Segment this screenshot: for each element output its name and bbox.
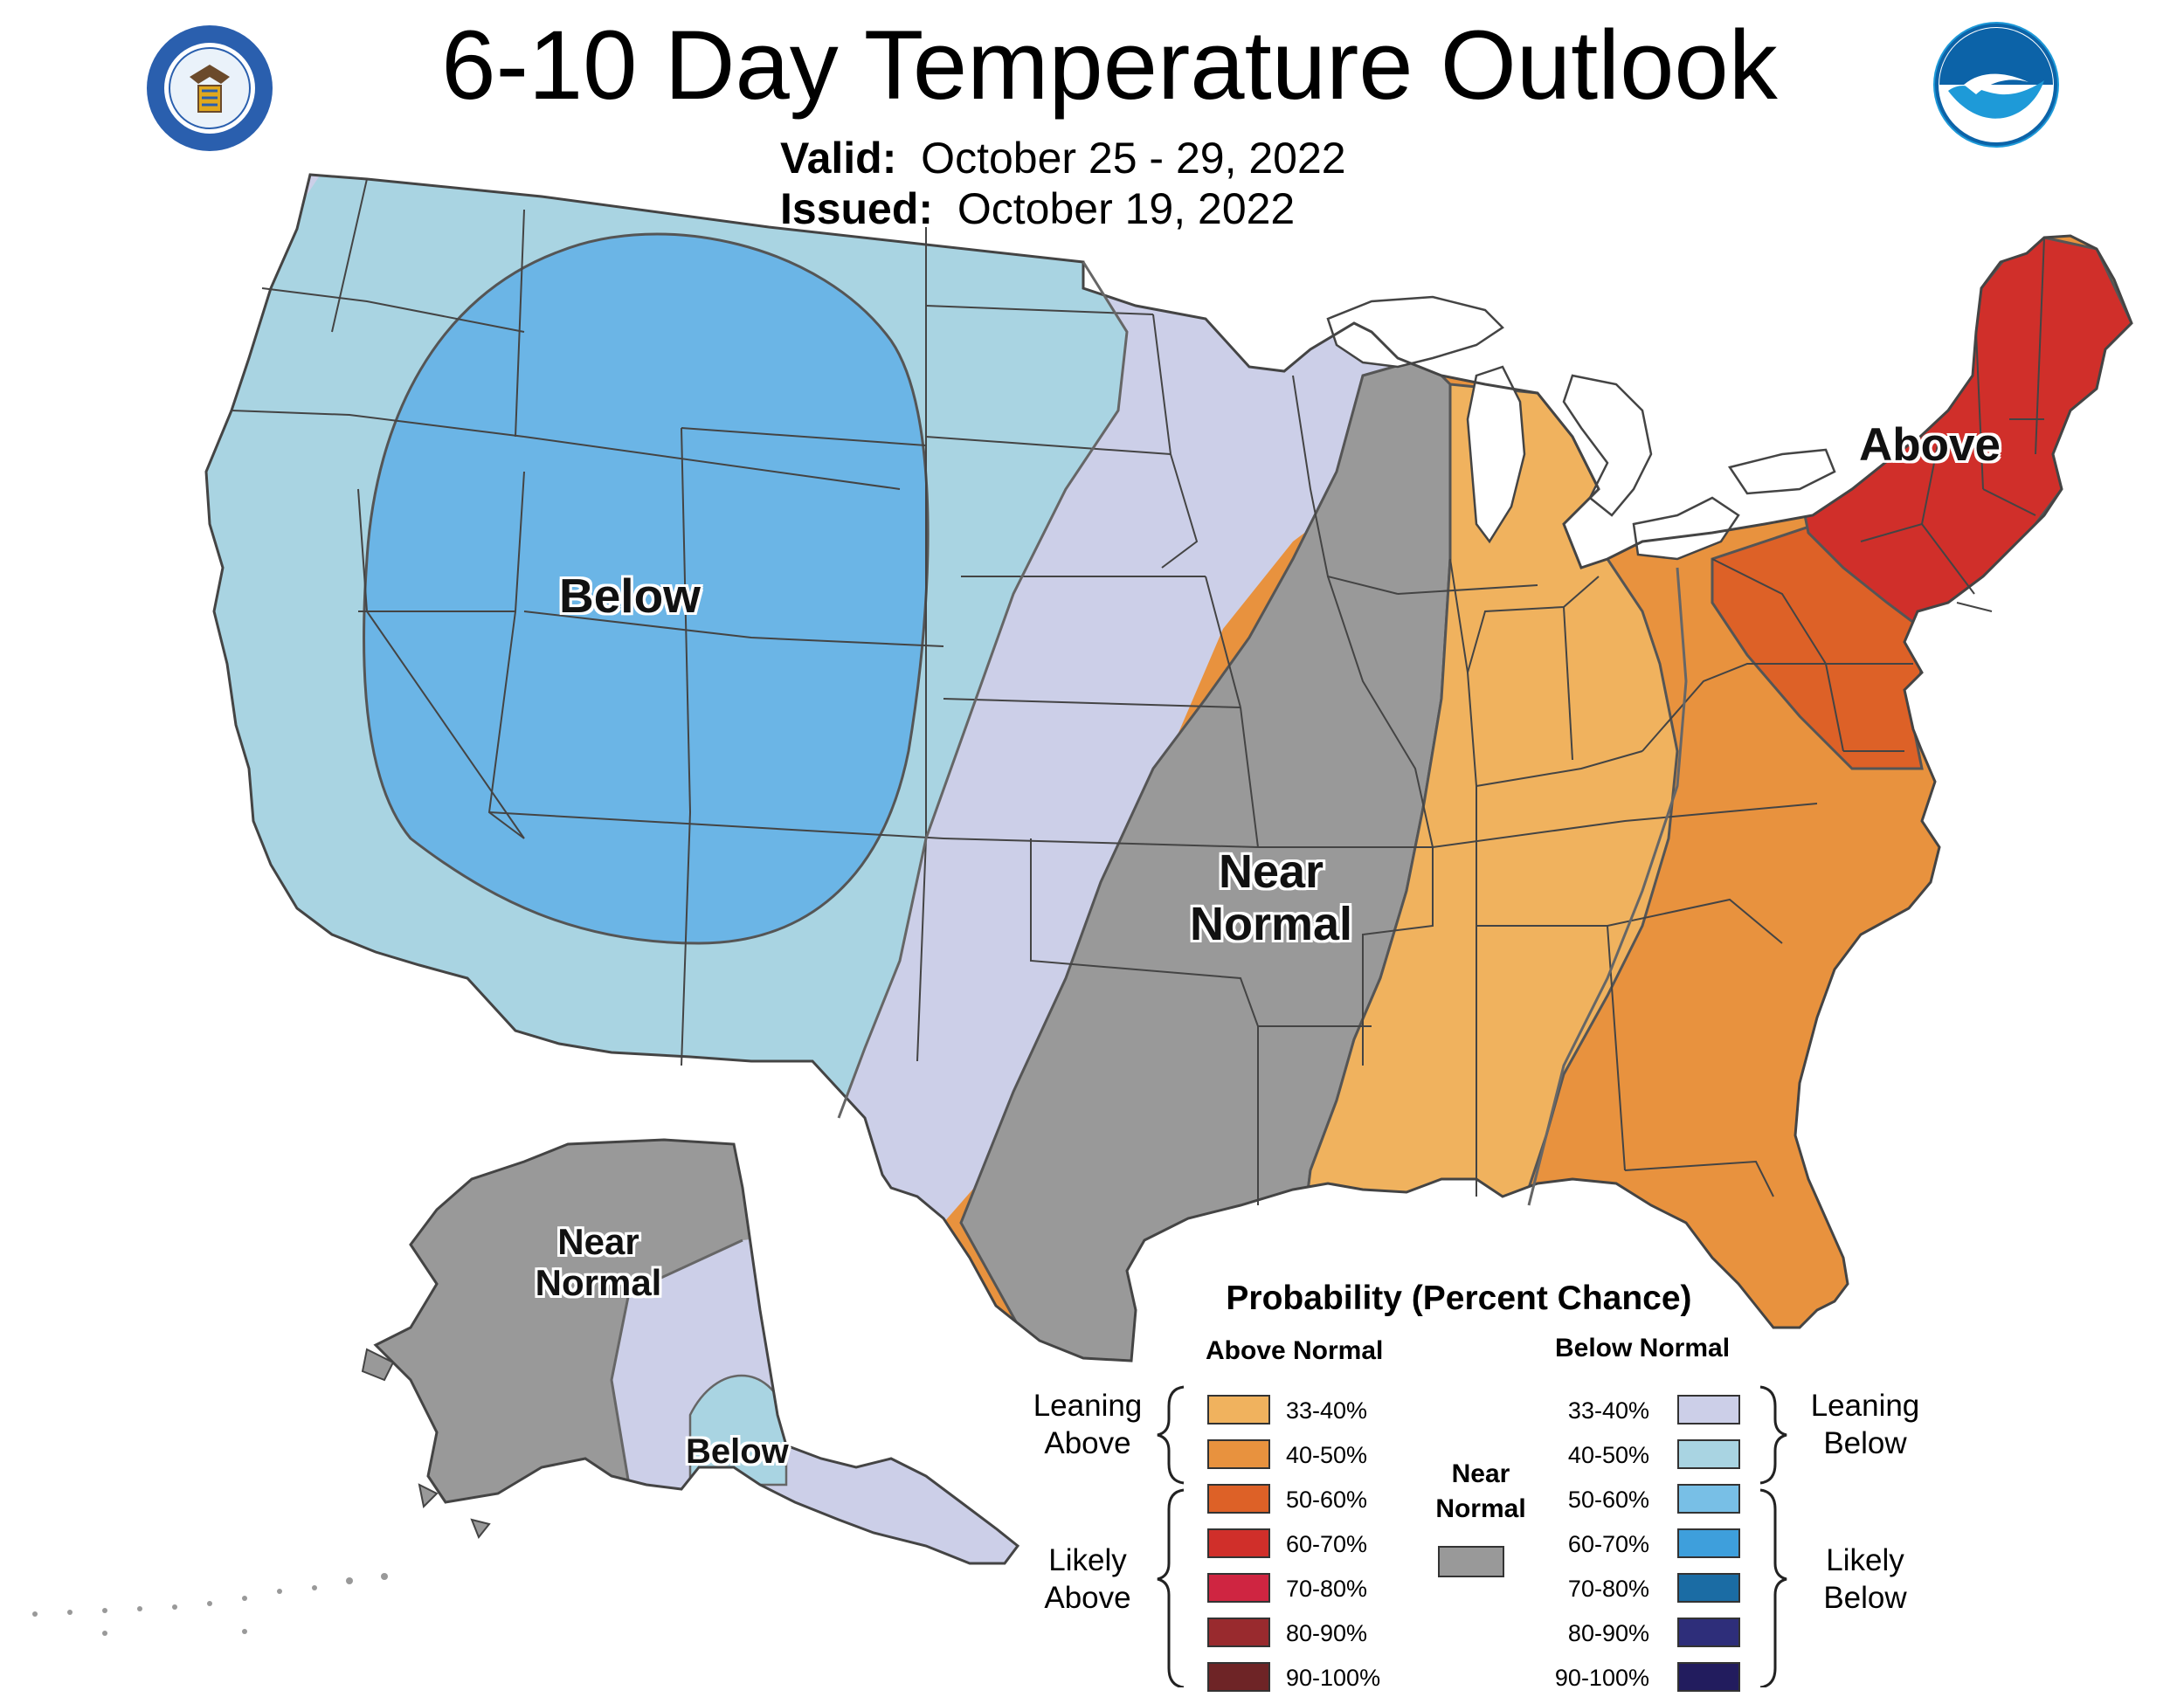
legend-swatch — [1207, 1439, 1270, 1469]
noaa-logo — [1933, 22, 2059, 148]
legend-swatch — [1677, 1484, 1740, 1514]
commerce-seal-logo — [147, 25, 273, 151]
legend-above-row: 33-40% — [1207, 1395, 1417, 1430]
legend-range-label: 80-90% — [1286, 1620, 1368, 1646]
legend-above-row: 80-90% — [1207, 1618, 1417, 1652]
region-label-below: Below — [559, 569, 701, 623]
legend-above-row: 90-100% — [1207, 1662, 1417, 1697]
legend-below-row: 70-80% — [1555, 1573, 1747, 1608]
issued-value: October 19, 2022 — [957, 184, 1296, 233]
probability-contours — [837, 261, 1688, 1206]
legend-near-normal-swatch — [1438, 1546, 1504, 1577]
legend-leaning-above: Leaning Above — [1013, 1387, 1162, 1462]
legend-above-row: 40-50% — [1207, 1439, 1417, 1474]
legend-below-row: 40-50% — [1555, 1439, 1747, 1474]
likely-above-line2: Above — [1044, 1581, 1131, 1615]
legend-likely-below: Likely Below — [1791, 1542, 1939, 1617]
valid-value: October 25 - 29, 2022 — [921, 134, 1346, 183]
legend-range-label: 70-80% — [1567, 1576, 1649, 1602]
valid-label: Valid: — [780, 134, 897, 183]
legend-swatch — [1677, 1395, 1740, 1425]
near-normal-legend-line1: Near — [1451, 1459, 1510, 1488]
legend-above-row: 60-70% — [1207, 1528, 1417, 1563]
legend-swatch — [1207, 1484, 1270, 1514]
legend-leaning-below: Leaning Below — [1791, 1387, 1939, 1462]
likely-below-line1: Likely — [1826, 1543, 1904, 1577]
legend-above-header: Above Normal — [1206, 1336, 1384, 1365]
legend-swatch — [1207, 1662, 1270, 1692]
legend-range-label: 60-70% — [1286, 1531, 1368, 1557]
alaska-near-line2: Normal — [535, 1262, 662, 1304]
legend-below-header: Below Normal — [1555, 1334, 1731, 1362]
near-normal-legend-line2: Normal — [1435, 1494, 1526, 1523]
alaska — [32, 1138, 1020, 1636]
legend-title: Probability (Percent Chance) — [1226, 1280, 1692, 1317]
legend-swatch — [1677, 1618, 1740, 1647]
great-lakes — [1326, 295, 1836, 561]
alaska-label-near-normal: Near Normal — [520, 1221, 677, 1303]
legend-range-label: 60-70% — [1567, 1531, 1649, 1557]
legend-range-label: 50-60% — [1286, 1487, 1368, 1513]
legend-likely-above: Likely Above — [1013, 1542, 1162, 1617]
likely-above-line1: Likely — [1048, 1543, 1127, 1577]
legend-range-label: 40-50% — [1286, 1442, 1368, 1468]
legend-above-row: 70-80% — [1207, 1573, 1417, 1608]
legend-swatch — [1207, 1573, 1270, 1603]
legend-range-label: 33-40% — [1567, 1397, 1649, 1424]
legend-below-row: 33-40% — [1555, 1395, 1747, 1430]
legend-range-label: 50-60% — [1567, 1487, 1649, 1513]
legend-range-label: 90-100% — [1554, 1665, 1649, 1691]
region-label-above: Above — [1859, 419, 2001, 471]
legend-swatch — [1677, 1439, 1740, 1469]
legend-below-row: 80-90% — [1555, 1618, 1747, 1652]
leaning-above-line2: Above — [1044, 1426, 1131, 1460]
legend-swatch — [1207, 1618, 1270, 1647]
legend-above-row: 50-60% — [1207, 1484, 1417, 1519]
legend-range-label: 33-40% — [1286, 1397, 1368, 1424]
likely-below-line2: Below — [1823, 1581, 1907, 1615]
legend-range-label: 70-80% — [1286, 1576, 1368, 1602]
alaska-near-line1: Near — [557, 1221, 639, 1262]
near-normal-line1: Near — [1218, 845, 1324, 898]
leaning-above-line1: Leaning — [1033, 1389, 1143, 1423]
legend-below-row: 60-70% — [1555, 1528, 1747, 1563]
region-label-near-normal: Near Normal — [1162, 845, 1380, 951]
legend-swatch — [1677, 1573, 1740, 1603]
alaska-label-below: Below — [686, 1432, 789, 1471]
legend-swatch — [1207, 1528, 1270, 1558]
near-normal-line2: Normal — [1189, 898, 1353, 951]
legend-below-row: 90-100% — [1555, 1662, 1747, 1697]
leaning-below-line2: Below — [1823, 1426, 1907, 1460]
legend-near-normal: Near Normal — [1415, 1457, 1546, 1527]
legend-range-label: 90-100% — [1286, 1665, 1381, 1691]
legend-swatch — [1677, 1528, 1740, 1558]
legend-swatch — [1677, 1662, 1740, 1692]
state-boundaries — [204, 173, 2133, 1362]
legend-range-label: 40-50% — [1567, 1442, 1649, 1468]
leaning-below-line1: Leaning — [1810, 1389, 1920, 1423]
legend-range-label: 80-90% — [1567, 1620, 1649, 1646]
legend-below-row: 50-60% — [1555, 1484, 1747, 1519]
date-block: Valid: October 25 - 29, 2022 Issued: Oct… — [780, 133, 1346, 234]
issued-label: Issued: — [780, 184, 934, 233]
page-title: 6-10 Day Temperature Outlook — [441, 10, 1778, 120]
legend-swatch — [1207, 1395, 1270, 1425]
